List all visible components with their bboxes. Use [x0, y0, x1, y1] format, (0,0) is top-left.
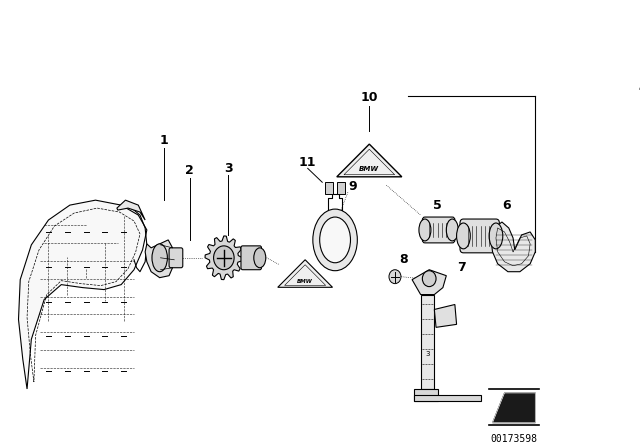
Text: 5: 5 — [433, 198, 442, 211]
Text: 2: 2 — [185, 164, 194, 177]
FancyBboxPatch shape — [325, 182, 333, 194]
Ellipse shape — [313, 209, 357, 271]
Polygon shape — [493, 393, 535, 423]
Text: 1: 1 — [159, 134, 168, 147]
Text: 3: 3 — [425, 351, 429, 357]
Polygon shape — [414, 395, 481, 401]
Text: BMW: BMW — [359, 166, 380, 172]
Circle shape — [422, 271, 436, 287]
Ellipse shape — [456, 223, 470, 249]
Text: 9: 9 — [348, 180, 356, 193]
Text: BMW: BMW — [297, 279, 313, 284]
Polygon shape — [205, 236, 243, 280]
Text: 8: 8 — [399, 253, 408, 266]
Polygon shape — [491, 222, 535, 271]
FancyBboxPatch shape — [241, 246, 262, 270]
FancyBboxPatch shape — [169, 248, 183, 268]
FancyBboxPatch shape — [460, 219, 499, 253]
Circle shape — [389, 270, 401, 284]
Text: 7: 7 — [458, 261, 466, 274]
Circle shape — [214, 246, 234, 270]
Polygon shape — [420, 294, 435, 389]
Polygon shape — [435, 305, 456, 327]
Text: 00173598: 00173598 — [490, 434, 538, 444]
Ellipse shape — [419, 219, 431, 241]
Polygon shape — [145, 240, 174, 278]
Polygon shape — [414, 389, 438, 401]
Polygon shape — [117, 200, 145, 220]
Polygon shape — [337, 144, 402, 177]
Text: 3: 3 — [224, 162, 232, 175]
Text: 10: 10 — [360, 91, 378, 104]
FancyBboxPatch shape — [337, 182, 346, 194]
Ellipse shape — [446, 219, 458, 241]
Text: 6: 6 — [502, 198, 511, 211]
Ellipse shape — [152, 244, 168, 271]
Polygon shape — [19, 200, 147, 389]
Ellipse shape — [489, 223, 503, 249]
FancyBboxPatch shape — [422, 217, 455, 243]
Text: 11: 11 — [298, 156, 316, 169]
Polygon shape — [278, 260, 333, 287]
Ellipse shape — [319, 217, 351, 263]
Ellipse shape — [254, 248, 266, 268]
Polygon shape — [412, 270, 446, 294]
Text: 4: 4 — [639, 82, 640, 95]
